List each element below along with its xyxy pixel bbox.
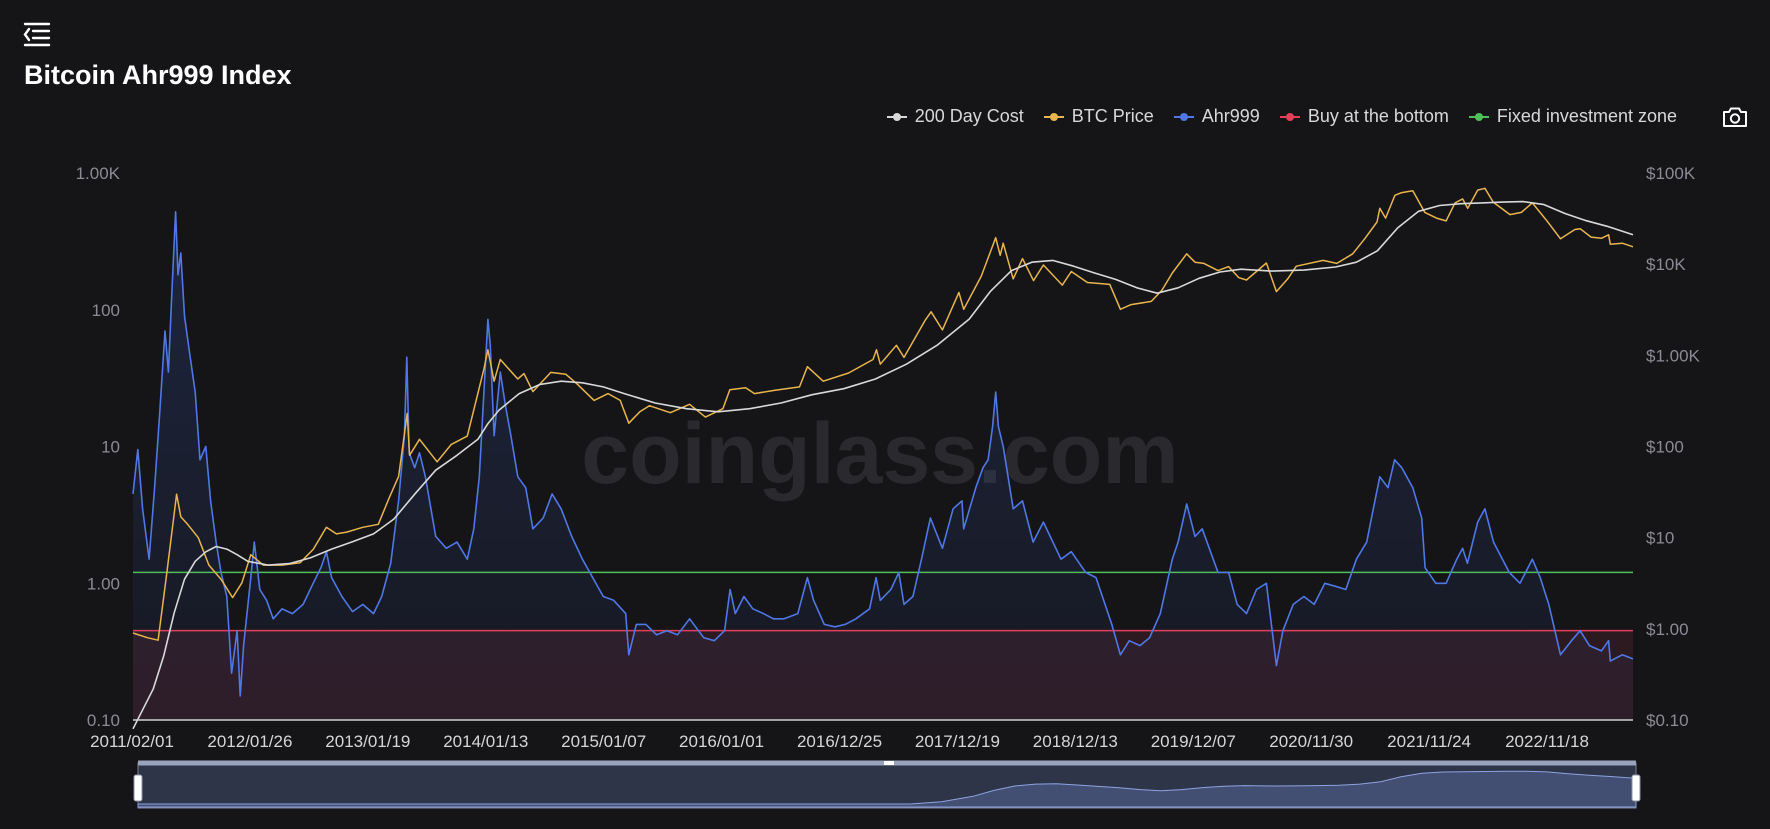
200-day-cost-series-line bbox=[132, 200, 1634, 730]
right-axis-tick-label: $1.00 bbox=[1646, 620, 1689, 639]
data-zoom-grip-icon bbox=[884, 761, 894, 765]
legend-label: BTC Price bbox=[1071, 106, 1154, 126]
legend-label: Fixed investment zone bbox=[1496, 106, 1677, 126]
data-zoom-preview bbox=[137, 770, 1637, 808]
legend-marker-icon bbox=[1043, 112, 1064, 121]
left-axis-tick-label: 1.00 bbox=[87, 574, 120, 593]
legend-marker-icon bbox=[886, 112, 907, 121]
x-axis-tick-label: 2016/12/25 bbox=[797, 732, 882, 751]
x-axis-tick-label: 2018/12/13 bbox=[1033, 732, 1118, 751]
x-axis-tick-label: 2017/12/19 bbox=[915, 732, 1000, 751]
x-axis-tick-label: 2019/12/07 bbox=[1151, 732, 1236, 751]
legend-marker-icon bbox=[1173, 112, 1194, 121]
page-title: Bitcoin Ahr999 Index bbox=[24, 60, 292, 90]
data-zoom-handle-right[interactable] bbox=[1631, 774, 1641, 802]
legend-label: Ahr999 bbox=[1201, 106, 1260, 126]
data-zoom-handle-left[interactable] bbox=[133, 774, 143, 802]
left-axis-tick-label: 0.10 bbox=[87, 711, 120, 730]
left-axis-tick-label: 1.00K bbox=[76, 164, 121, 183]
legend-item-ahr999[interactable]: Ahr999 bbox=[1173, 106, 1260, 127]
legend-label: 200 Day Cost bbox=[914, 106, 1024, 126]
x-axis-tick-label: 2012/01/26 bbox=[207, 732, 292, 751]
x-axis-tick-label: 2014/01/13 bbox=[443, 732, 528, 751]
data-zoom-track bbox=[137, 762, 1637, 809]
right-axis-tick-label: $10K bbox=[1646, 255, 1686, 274]
btc-price-series-line bbox=[132, 187, 1634, 641]
right-axis-tick-label: $100K bbox=[1646, 164, 1696, 183]
left-axis-tick-label: 100 bbox=[92, 301, 120, 320]
legend-label: Buy at the bottom bbox=[1307, 106, 1449, 126]
x-axis-tick-label: 2015/01/07 bbox=[561, 732, 646, 751]
ahr999-series-line bbox=[132, 211, 1634, 697]
x-axis-tick-label: 2020/11/30 bbox=[1269, 732, 1353, 751]
menu-collapse-icon[interactable] bbox=[22, 20, 52, 48]
x-axis-tick-label: 2022/11/18 bbox=[1505, 732, 1589, 751]
ahr999-area bbox=[133, 211, 1633, 721]
legend-item-btc-price[interactable]: BTC Price bbox=[1043, 106, 1154, 127]
left-axis-tick-label: 10 bbox=[101, 438, 120, 457]
watermark: coinglass.com bbox=[581, 406, 1178, 502]
right-axis-tick-label: $1.00K bbox=[1646, 346, 1701, 365]
right-axis-tick-label: $10 bbox=[1646, 529, 1674, 548]
chart-legend: 200 Day Cost BTC Price Ahr999 Buy at the… bbox=[886, 106, 1677, 127]
camera-icon[interactable] bbox=[1722, 106, 1748, 128]
legend-item-200-day-cost[interactable]: 200 Day Cost bbox=[886, 106, 1024, 127]
x-axis-tick-label: 2021/11/24 bbox=[1387, 732, 1471, 751]
right-axis-tick-label: $100 bbox=[1646, 438, 1684, 457]
x-axis-tick-label: 2011/02/01 bbox=[90, 732, 174, 751]
right-axis-tick-label: $0.10 bbox=[1646, 711, 1689, 730]
legend-marker-icon bbox=[1468, 112, 1489, 121]
legend-marker-icon bbox=[1279, 112, 1300, 121]
x-axis-tick-label: 2013/01/19 bbox=[325, 732, 410, 751]
legend-item-fixed-investment-zone[interactable]: Fixed investment zone bbox=[1468, 106, 1677, 127]
x-axis-tick-label: 2016/01/01 bbox=[679, 732, 764, 751]
legend-item-buy-at-the-bottom[interactable]: Buy at the bottom bbox=[1279, 106, 1449, 127]
